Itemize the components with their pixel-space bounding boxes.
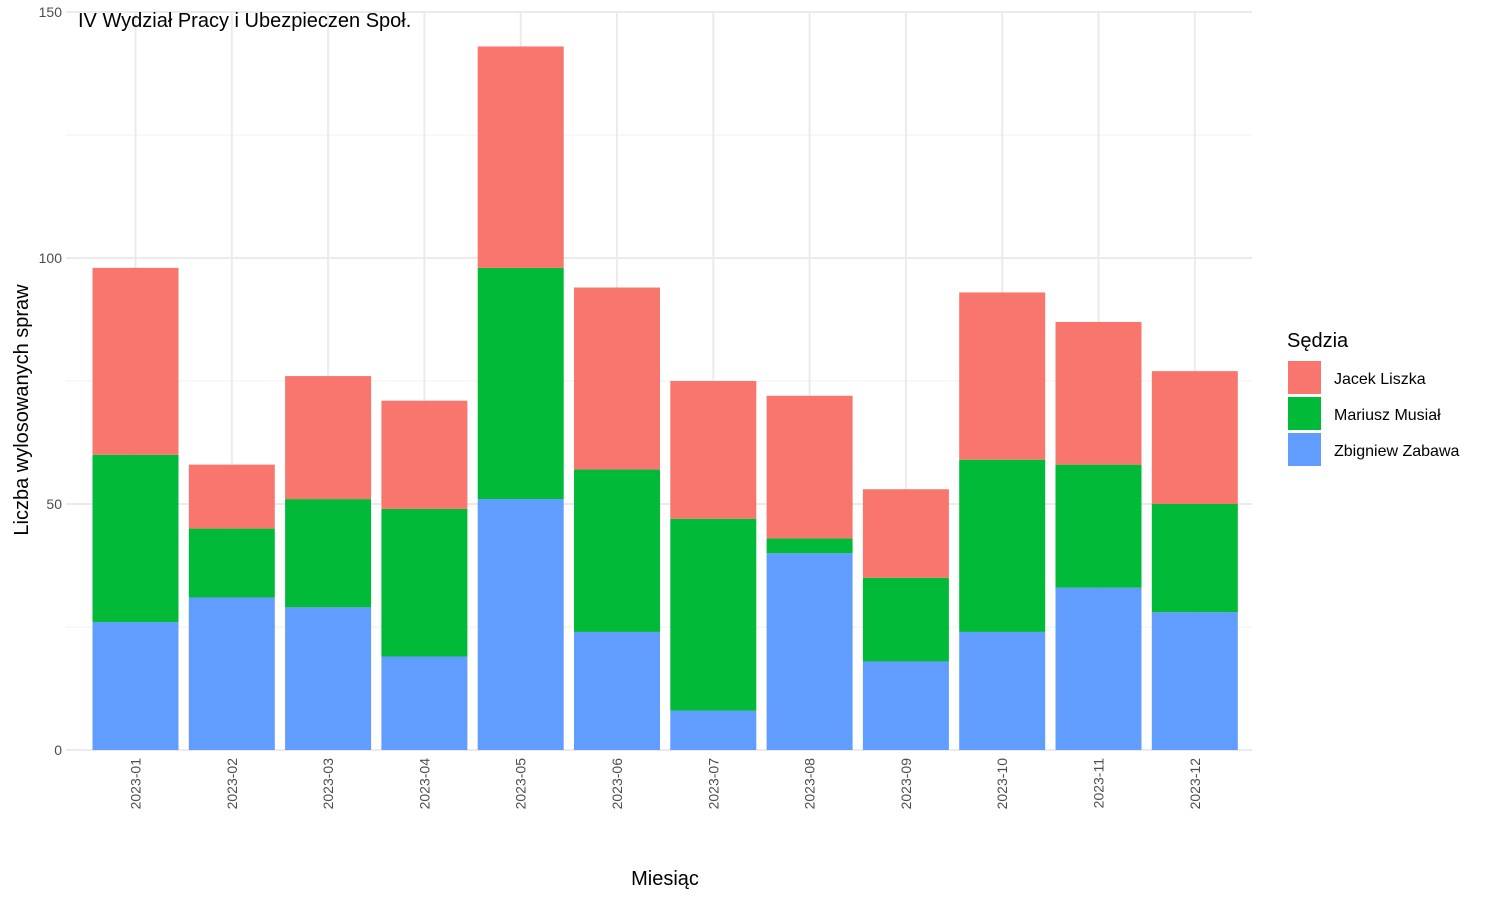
bar-segment [477, 46, 564, 268]
bar-segment [188, 528, 275, 598]
bar-segment [574, 469, 660, 632]
bar-segment [766, 538, 853, 554]
bar-segment [285, 607, 372, 750]
x-tick-label: 2023-03 [320, 758, 336, 810]
bar-segment [1055, 321, 1142, 465]
bar-segment [862, 661, 949, 750]
x-tick-label: 2023-09 [898, 758, 914, 810]
legend-swatch [1288, 361, 1321, 394]
legend-label: Mariusz Musiał [1334, 407, 1441, 424]
x-tick-label: 2023-01 [128, 758, 144, 810]
bar-segment [959, 631, 1046, 750]
bar-segment [670, 710, 757, 750]
legend-swatch [1288, 433, 1321, 466]
y-tick-label: 0 [54, 742, 62, 758]
y-tick-label: 50 [46, 496, 62, 512]
x-tick-label: 2023-06 [609, 758, 625, 810]
bar-segment [1151, 504, 1238, 613]
bar-segment [1055, 587, 1142, 750]
legend-swatch [1288, 397, 1321, 430]
bar-segment [92, 267, 179, 455]
legend-label: Jacek Liszka [1334, 371, 1426, 388]
y-axis-title: Liczba wylosowanych spraw [11, 284, 33, 536]
x-tick-label: 2023-12 [1187, 758, 1203, 810]
y-tick-label: 150 [39, 4, 63, 20]
bar-segment [670, 381, 757, 519]
x-tick-label: 2023-07 [705, 758, 721, 810]
x-tick-label: 2023-05 [513, 758, 529, 810]
bar-segment [1151, 612, 1238, 750]
bar-segment [188, 464, 275, 529]
bar-segment [477, 499, 564, 750]
bar-segment [862, 577, 949, 662]
bar-segment [285, 376, 372, 500]
plot-annotation: IV Wydział Pracy i Ubezpieczen Społ. [78, 10, 411, 32]
x-tick-label: 2023-02 [224, 758, 240, 810]
bar-segment [959, 292, 1046, 460]
bar-segment [92, 454, 179, 623]
x-axis-ticks: 2023-01 2023-02 2023-03 2023-04 2023-05 2023-… [128, 758, 1203, 810]
bar-segment [574, 287, 660, 470]
x-tick-label: 2023-10 [994, 758, 1010, 810]
bar-segment [477, 267, 564, 500]
y-tick-label: 100 [39, 250, 63, 266]
legend-label: Zbigniew Zabawa [1334, 443, 1460, 460]
bar-segment [766, 395, 853, 539]
bar-segment [1055, 464, 1142, 588]
bar-segment [381, 400, 468, 509]
bar-segment [959, 459, 1046, 632]
x-tick-label: 2023-04 [416, 758, 432, 810]
bar-segment [381, 508, 468, 657]
bar-segment [285, 499, 372, 608]
bar-segment [188, 597, 275, 750]
legend-title: Sędzia [1287, 330, 1349, 352]
bar-segment [862, 489, 949, 578]
bar-segment [574, 631, 660, 750]
bar-segment [381, 656, 468, 750]
bar-stacks [92, 46, 1238, 750]
legend: Sędzia Jacek Liszka Mariusz Musiał Zbignie… [1287, 330, 1460, 466]
y-axis-ticks: 0 50 100 150 [39, 4, 63, 758]
x-tick-label: 2023-08 [802, 758, 818, 810]
x-tick-label: 2023-11 [1091, 758, 1107, 809]
bar-segment [670, 518, 757, 711]
bar-segment [92, 622, 179, 750]
bar-segment [1151, 371, 1238, 504]
x-axis-title: Miesiąc [631, 868, 699, 890]
bar-segment [766, 553, 853, 750]
